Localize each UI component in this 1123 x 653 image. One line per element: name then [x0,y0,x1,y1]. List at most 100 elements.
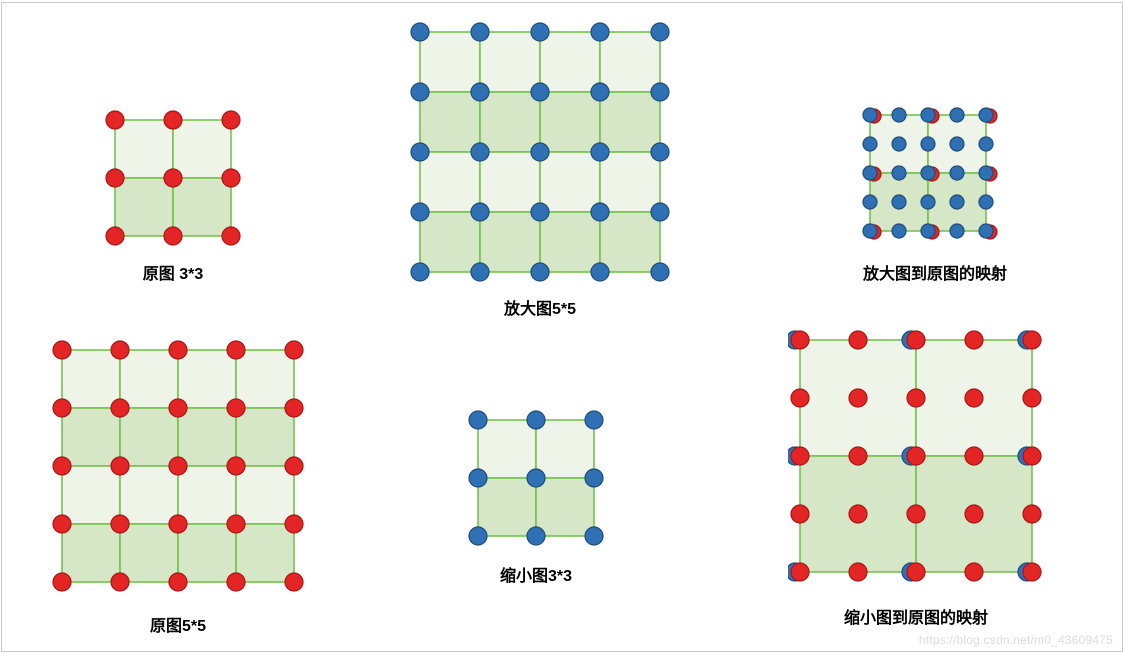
grid-dot [892,166,906,180]
grid-dot [907,447,925,465]
grid-dot [227,457,245,475]
grid-dot [863,166,877,180]
grid-dot [53,341,71,359]
grid-dot [965,563,983,581]
grid-dot [531,203,549,221]
caption-map-up: 放大图到原图的映射 [840,260,1030,284]
grid-dot [531,23,549,41]
grid-dot [285,457,303,475]
panel-map-up [858,103,998,248]
grid-dot [227,573,245,591]
grid-dot [863,224,877,238]
grid-dot [863,108,877,122]
grid-dot [106,169,124,187]
grid-dot [106,111,124,129]
grid-dot [169,515,187,533]
caption-small33: 缩小图3*3 [478,562,594,586]
grid-dot [921,108,935,122]
grid-dot [469,469,487,487]
grid-dot [111,341,129,359]
grid-dot [965,331,983,349]
grid-dot [979,108,993,122]
panel-map-down [788,328,1044,589]
grid-dot [1023,389,1041,407]
grid-dot [285,515,303,533]
panel-src55 [50,338,306,599]
grid-dot [411,143,429,161]
grid-dot [965,389,983,407]
grid-dot [411,83,429,101]
grid-dot [164,111,182,129]
panel-small33 [466,408,606,553]
panel-src33 [103,108,243,253]
grid-dot [222,227,240,245]
grid-dot [849,505,867,523]
grid-dot [53,457,71,475]
grid-dot [471,23,489,41]
grid-dot [849,389,867,407]
grid-dot [531,263,549,281]
grid-dot [471,143,489,161]
grid-dot [227,341,245,359]
grid-dot [863,195,877,209]
grid-dot [950,224,964,238]
grid-dot [527,411,545,429]
grid-dot [651,203,669,221]
grid-dot [950,108,964,122]
grid-dot [849,563,867,581]
grid-dot [169,341,187,359]
grid-dot [849,331,867,349]
grid-dot [921,195,935,209]
caption-map-down: 缩小图到原图的映射 [800,604,1032,628]
grid-dot [111,573,129,591]
grid-dot [164,227,182,245]
grid-dot [227,515,245,533]
grid-dot [471,203,489,221]
grid-dot [469,411,487,429]
grid-dot [411,23,429,41]
grid-dot [164,169,182,187]
grid-dot [222,111,240,129]
grid-dot [965,505,983,523]
grid-dot [979,137,993,151]
grid-dot [965,447,983,465]
grid-dot [585,527,603,545]
grid-dot [591,263,609,281]
grid-dot [591,203,609,221]
grid-dot [471,83,489,101]
grid-dot [106,227,124,245]
grid-dot [469,527,487,545]
grid-dot [979,166,993,180]
grid-dot [921,224,935,238]
grid-dot [585,411,603,429]
grid-dot [651,23,669,41]
grid-dot [169,457,187,475]
grid-dot [892,195,906,209]
grid-dot [591,23,609,41]
grid-dot [1023,447,1041,465]
grid-dot [169,399,187,417]
grid-dot [1023,563,1041,581]
grid-dot [285,341,303,359]
grid-dot [979,224,993,238]
grid-dot [585,469,603,487]
caption-src55: 原图5*5 [62,612,294,636]
grid-dot [921,166,935,180]
grid-dot [892,137,906,151]
grid-dot [791,505,809,523]
grid-dot [527,527,545,545]
grid-dot [979,195,993,209]
grid-dot [1023,331,1041,349]
grid-dot [907,389,925,407]
grid-dot [53,515,71,533]
grid-dot [53,573,71,591]
grid-dot [222,169,240,187]
grid-dot [471,263,489,281]
grid-dot [591,143,609,161]
grid-dot [1023,505,1041,523]
grid-dot [111,515,129,533]
grid-dot [527,469,545,487]
grid-dot [950,166,964,180]
grid-dot [907,505,925,523]
grid-dot [863,137,877,151]
